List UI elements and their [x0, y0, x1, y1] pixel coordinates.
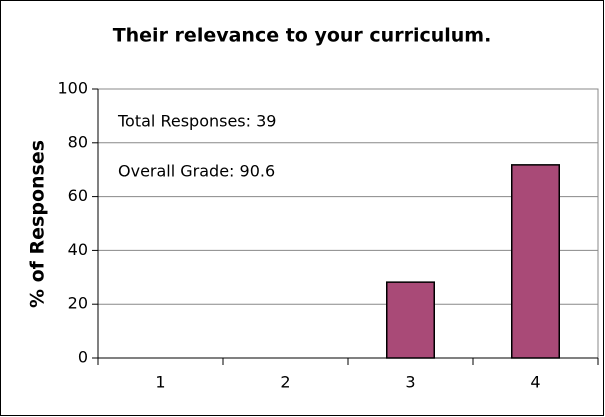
x-tick-label: 4: [530, 373, 540, 392]
chart-title: Their relevance to your curriculum.: [113, 25, 492, 47]
y-tick-label: 80: [68, 132, 88, 151]
y-tick-label: 100: [57, 79, 88, 98]
y-axis-label: % of Responses: [27, 140, 49, 308]
x-tick-label: 2: [280, 373, 290, 392]
annotation: Total Responses: 39: [117, 112, 276, 131]
y-tick-label: 60: [68, 186, 88, 205]
x-tick-label: 3: [405, 373, 415, 392]
y-tick-label: 0: [78, 348, 88, 367]
x-tick-label: 1: [155, 373, 165, 392]
y-tick-label: 40: [68, 240, 88, 259]
y-tick-label: 20: [68, 294, 88, 313]
bar: [511, 164, 560, 359]
bar: [386, 281, 435, 359]
annotation: Overall Grade: 90.6: [118, 162, 275, 181]
